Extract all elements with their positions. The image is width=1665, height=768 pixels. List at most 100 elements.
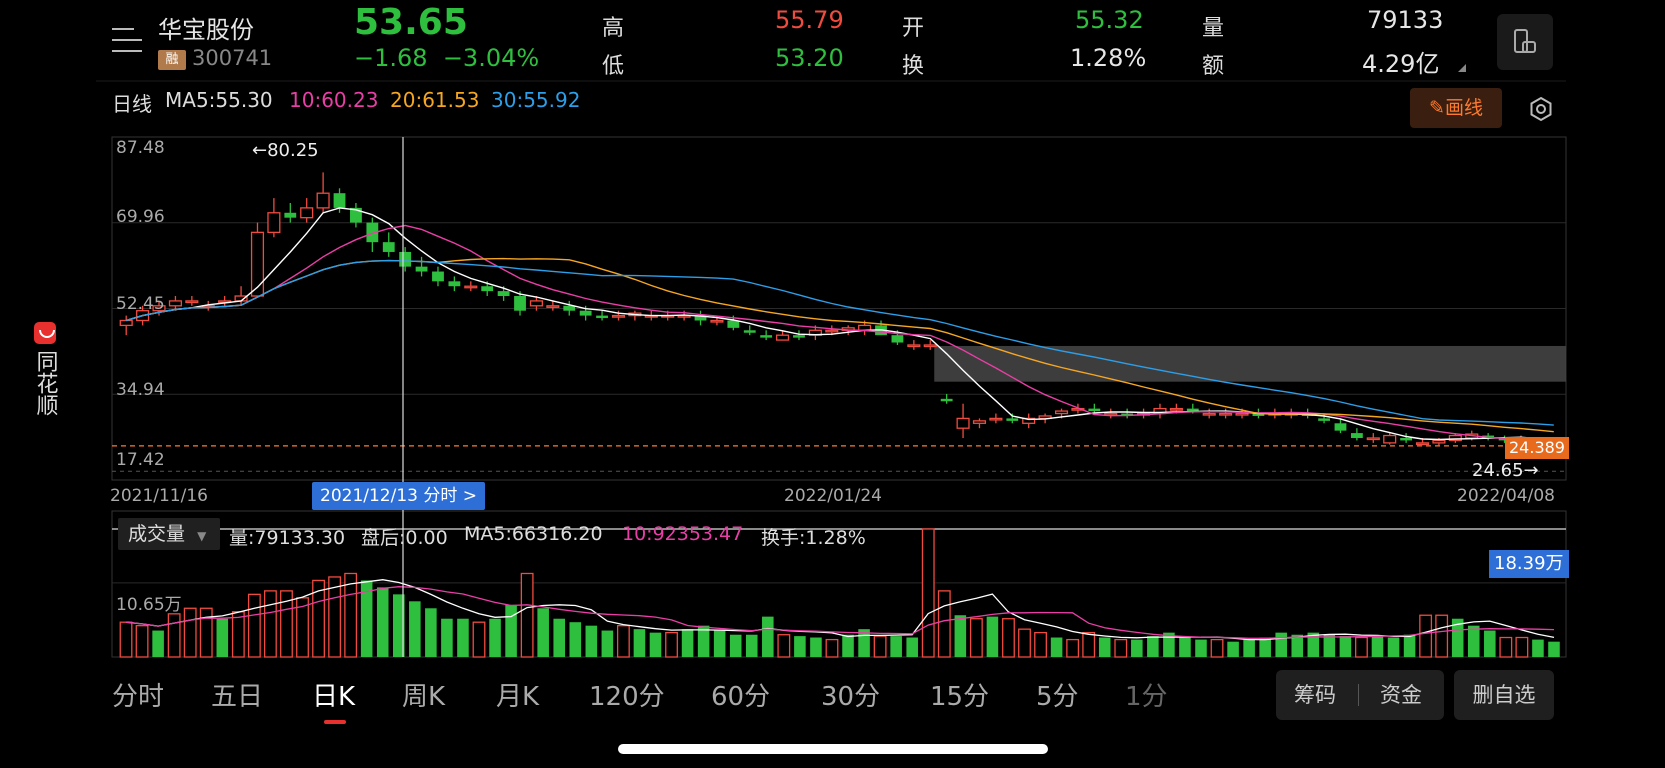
candle-body [464,285,478,289]
volume-bar [585,625,598,657]
candle-body [1383,434,1397,444]
candle-body [563,305,576,311]
low-value: 53.20 [775,44,844,72]
volume-bar [1147,636,1159,657]
volume-amount: 量:79133.30 [229,527,346,549]
volume-bar [1195,639,1207,657]
tab-five-day[interactable]: 五日 [211,682,264,712]
volume-bar [681,629,694,657]
min-price-annotation: 24.65→ [1472,460,1539,481]
volume-bar [1307,632,1320,657]
volume-label: 量 [1202,16,1225,41]
funds-button[interactable]: 资金 [1380,683,1422,707]
volume-bar [873,635,887,658]
tab-120min[interactable]: 120分 [589,682,665,712]
volume-bar [1484,630,1496,657]
volume-bar [1066,638,1080,658]
volume-bar [825,638,839,658]
tab-monthly-k[interactable]: 月K [496,682,540,712]
candle-body [956,417,970,429]
volume-bar [1179,637,1191,657]
tab-30min[interactable]: 30分 [821,682,881,712]
y-tick: 34.94 [116,380,165,400]
tab-intraday[interactable]: 分时 [112,682,165,712]
candle-body [1169,407,1183,411]
volume-bar [135,625,149,658]
candle-body [611,314,626,318]
amount-value: 4.29亿 [1362,50,1440,78]
indicator-select[interactable]: 成交量 ▼ [118,518,220,550]
candle-body [1350,433,1363,438]
candle-body [907,344,921,348]
tab-weekly-k[interactable]: 周K [402,682,446,712]
volume-bar [1002,618,1015,658]
volume-bar [312,579,325,658]
active-tab-indicator [324,720,346,724]
menu-icon[interactable] [112,28,142,54]
volume-bar [1371,636,1384,657]
dropdown-icon: ▼ [197,529,207,543]
volume-bar [1034,631,1047,658]
crosshair-date-button[interactable]: 2021/12/13 分时 > [312,482,486,510]
candle-body [1219,412,1233,416]
volume-ma5-line [125,579,1555,641]
expand-corner-icon[interactable] [1458,64,1466,72]
candle-body [529,300,543,307]
tab-1min[interactable]: 1分 [1125,682,1168,712]
draw-line-button[interactable]: ✎画线 [1410,88,1502,128]
candle-body [825,329,839,333]
volume-bar [167,613,181,658]
ma-label: 日线 [112,92,152,116]
tab-daily-k[interactable]: 日K [312,682,356,712]
candlestick-series [119,172,1560,447]
volume-bar [937,590,951,658]
volume-bar [810,637,822,657]
volume-bar [1243,639,1255,657]
tab-60min[interactable]: 60分 [711,682,771,712]
x-label-start: 2021/11/16 [110,486,208,506]
volume-bar [921,528,935,658]
candle-body [579,310,592,316]
candle-body [1186,408,1199,412]
ma30-line [125,259,1554,426]
rotate-phone-icon [1514,29,1536,53]
volume-bar [1050,637,1063,657]
ma30-value: 30:55.92 [491,88,581,112]
candle-body [366,222,379,243]
candle-body [399,251,412,267]
candle-body [284,212,297,218]
volume-bar [1114,638,1128,658]
candle-body [596,315,608,319]
tab-5min[interactable]: 5分 [1036,682,1079,712]
candle-body [168,300,182,307]
volume-bars [119,528,1560,658]
candle-body [1432,439,1446,444]
high-label: 高 [602,16,625,41]
stock-code: 300741 [192,46,273,70]
rotate-screen-button[interactable] [1497,14,1553,70]
remove-watchlist-button[interactable]: 删自选 [1454,670,1554,720]
volume-bar [505,604,517,657]
volume-bar [1131,639,1143,657]
divider [1358,684,1359,706]
volume-bar [247,593,261,658]
volume-bar [986,616,999,657]
volume-bar [1532,639,1544,657]
tab-15min[interactable]: 15分 [930,682,990,712]
volume-bar [425,608,437,657]
stock-name: 华宝股份 [158,16,254,44]
volume-bar [409,601,421,657]
candle-body [432,271,444,282]
app-logo-icon [34,322,56,344]
candle-body [1202,412,1216,416]
volume-ma5: MA5:66316.20 [464,523,603,545]
volume-bar [280,590,293,658]
candle-body [1121,413,1134,416]
y-tick: 52.45 [116,294,165,314]
pencil-icon: ✎ [1429,97,1445,119]
chips-button[interactable]: 筹码 [1294,683,1336,707]
volume-bar [152,630,164,657]
settings-icon[interactable] [1528,96,1554,122]
candle-body [316,192,330,209]
